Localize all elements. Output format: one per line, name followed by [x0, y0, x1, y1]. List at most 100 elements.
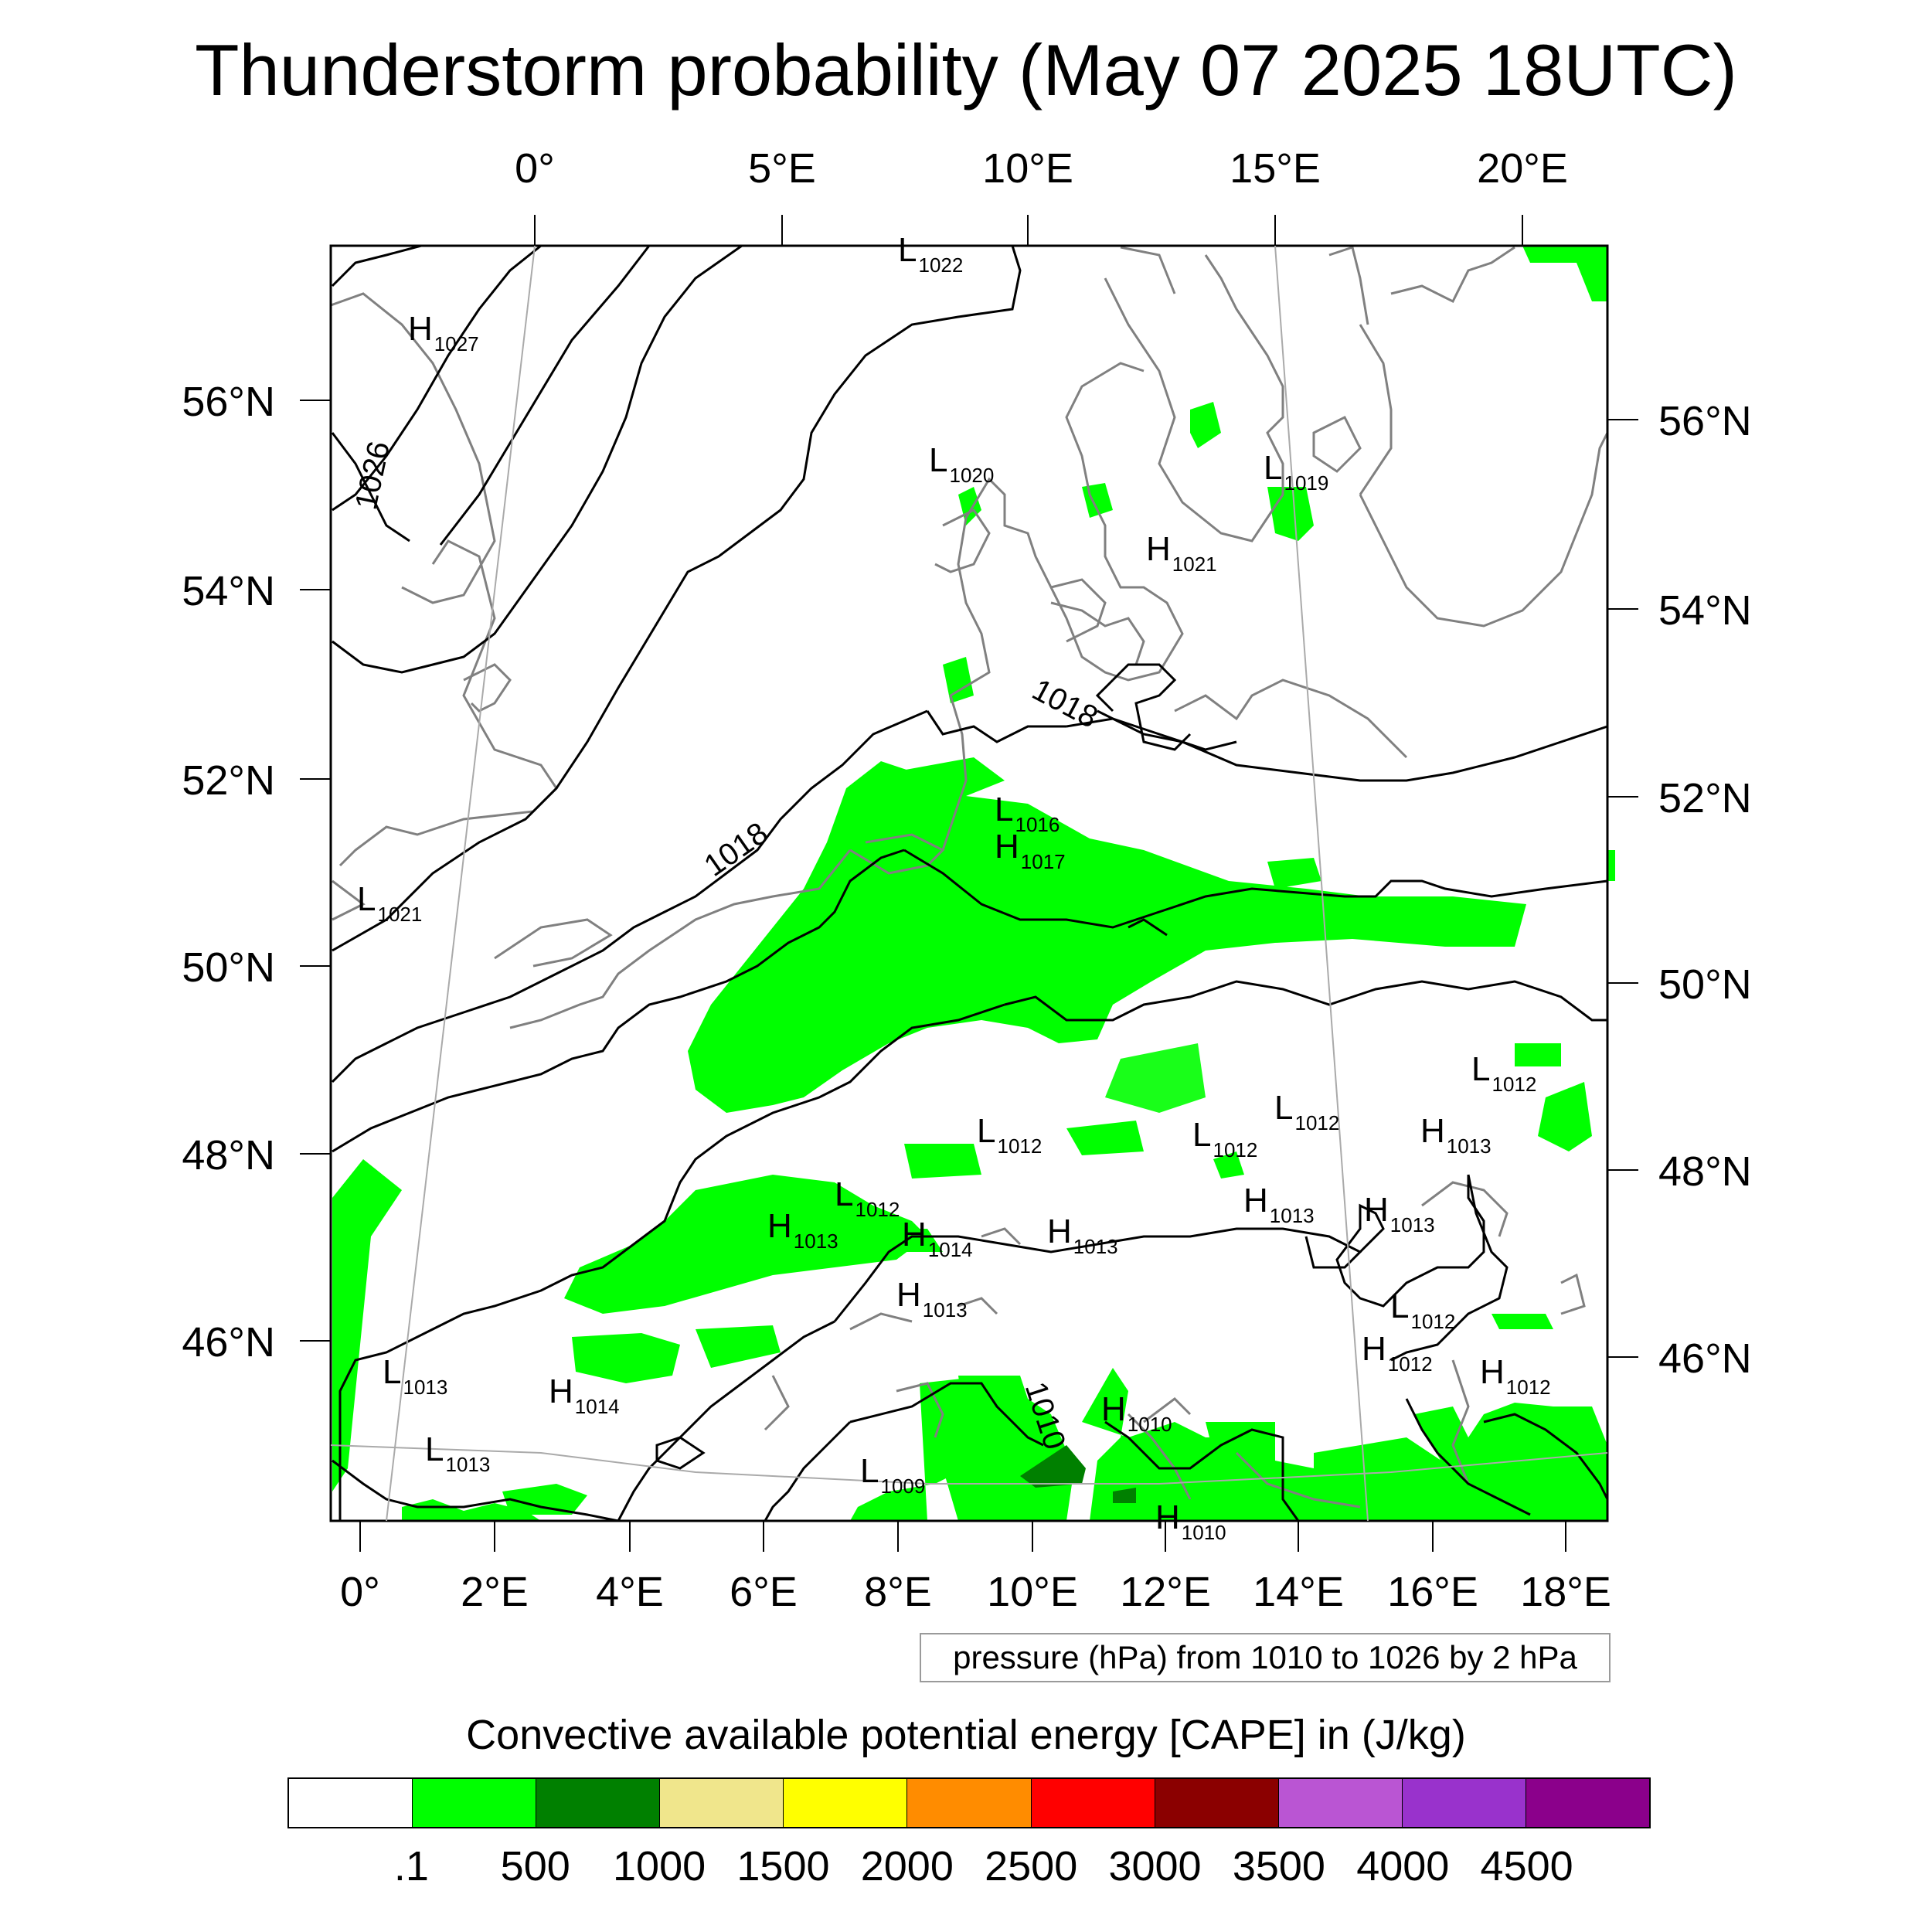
pressure-center-value: 1012: [1492, 1073, 1536, 1096]
colorbar-tick-label: 2500: [985, 1843, 1078, 1889]
pressure-center-type: L: [835, 1175, 853, 1213]
colorbar-segment: [1277, 1779, 1402, 1827]
pressure-center-type: H: [549, 1372, 573, 1410]
high-pressure-center: H1027: [408, 310, 479, 355]
pressure-center-type: H: [1047, 1213, 1072, 1250]
colorbar-tick-label: 4500: [1480, 1843, 1573, 1889]
high-pressure-center: H1014: [902, 1216, 973, 1261]
left-tick-label: 46°N: [182, 1319, 275, 1366]
colorbar: [287, 1777, 1651, 1828]
pressure-center-type: L: [977, 1112, 995, 1150]
colorbar-segment: [659, 1779, 784, 1827]
pressure-center-value: 1012: [1388, 1352, 1433, 1376]
high-pressure-center: H1014: [549, 1372, 620, 1418]
colorbar-segment: [783, 1779, 907, 1827]
high-pressure-center: H1013: [896, 1276, 968, 1321]
left-tick-label: 56°N: [182, 379, 275, 425]
high-pressure-center: H1017: [995, 828, 1066, 873]
bottom-tick-label: 0°: [340, 1569, 380, 1615]
tick-marks: [300, 215, 1638, 1552]
low-pressure-center: L1012: [977, 1112, 1042, 1158]
pressure-center-value: 1027: [434, 332, 479, 355]
pressure-center-value: 1019: [1284, 471, 1328, 495]
pressure-center-type: H: [408, 310, 433, 348]
right-tick-label: 52°N: [1658, 775, 1752, 821]
right-tick-label: 48°N: [1658, 1148, 1752, 1195]
cape-areas-strong: [1020, 1445, 1136, 1503]
low-pressure-center: L1012: [1274, 1089, 1339, 1134]
pressure-center-value: 1009: [880, 1475, 925, 1498]
pressure-center-type: H: [1101, 1390, 1126, 1428]
chart-title: Thunderstorm probability (May 07 2025 18…: [195, 29, 1737, 111]
high-pressure-center: H1013: [1364, 1191, 1435, 1236]
low-pressure-center: L1012: [1192, 1116, 1257, 1162]
high-pressure-center: H1010: [1155, 1498, 1226, 1544]
low-pressure-center: L1016: [995, 791, 1060, 836]
colorbar-labels: .1 500 1000 1500 2000 2500 3000 3500 4000 4500: [0, 1839, 1932, 1893]
high-pressure-center: H1013: [767, 1207, 838, 1253]
pressure-center-type: H: [902, 1216, 927, 1253]
pressure-center-type: H: [995, 828, 1019, 866]
bottom-axis: 0° 2°E 4°E 6°E 8°E 10°E 12°E 14°E 16°E 1…: [340, 1569, 1611, 1615]
pressure-center-type: L: [425, 1430, 444, 1468]
colorbar-tick-label: 500: [500, 1843, 570, 1889]
low-pressure-center: L1019: [1264, 449, 1328, 495]
pressure-center-value: 1013: [445, 1453, 490, 1476]
colorbar-tick-label: 2000: [860, 1843, 954, 1889]
colorbar-tick-label: 3500: [1232, 1843, 1325, 1889]
pressure-center-type: L: [357, 880, 376, 918]
high-pressure-center: H1010: [1101, 1390, 1172, 1436]
left-tick-label: 48°N: [182, 1132, 275, 1179]
low-pressure-center: L1012: [1390, 1287, 1455, 1333]
bottom-tick-label: 8°E: [864, 1569, 932, 1615]
pressure-center-type: L: [929, 441, 947, 479]
top-axis: 0° 5°E 10°E 15°E 20°E: [515, 145, 1568, 192]
colorbar-tick-label: .1: [393, 1843, 429, 1889]
pressure-center-value: 1020: [949, 464, 994, 487]
bottom-tick-label: 14°E: [1253, 1569, 1344, 1615]
pressure-center-type: L: [898, 231, 917, 269]
pressure-center-value: 1010: [1128, 1413, 1172, 1436]
colorbar-segment: [1030, 1779, 1155, 1827]
pressure-center-value: 1014: [575, 1395, 620, 1418]
top-tick-label: 5°E: [748, 145, 816, 192]
top-tick-label: 0°: [515, 145, 555, 192]
bottom-tick-label: 18°E: [1520, 1569, 1611, 1615]
isobars: [331, 244, 1609, 1522]
bottom-tick-label: 6°E: [730, 1569, 798, 1615]
left-tick-label: 50°N: [182, 944, 275, 991]
pressure-center-type: L: [1264, 449, 1282, 487]
pressure-center-value: 1012: [1410, 1310, 1455, 1333]
pressure-note: pressure (hPa) from 1010 to 1026 by 2 hP…: [920, 1633, 1611, 1682]
pressure-center-type: H: [1364, 1191, 1389, 1229]
right-axis: 56°N 54°N 52°N 50°N 48°N 46°N: [1658, 398, 1752, 1382]
low-pressure-center: L1012: [835, 1175, 900, 1221]
graticule: [330, 245, 1608, 1522]
bottom-tick-label: 16°E: [1387, 1569, 1478, 1615]
pressure-center-type: L: [995, 791, 1013, 828]
colorbar-segment: [412, 1779, 536, 1827]
left-tick-label: 54°N: [182, 568, 275, 614]
right-tick-label: 46°N: [1658, 1335, 1752, 1382]
right-tick-label: 56°N: [1658, 398, 1752, 444]
pressure-center-value: 1021: [1172, 553, 1217, 576]
bottom-tick-label: 12°E: [1120, 1569, 1211, 1615]
top-tick-label: 20°E: [1477, 145, 1568, 192]
top-tick-label: 10°E: [982, 145, 1073, 192]
coastlines: [330, 246, 1609, 1516]
pressure-center-value: 1016: [1015, 813, 1060, 836]
pressure-center-value: 1012: [997, 1134, 1042, 1158]
low-pressure-center: L1013: [383, 1353, 447, 1399]
bottom-tick-label: 10°E: [987, 1569, 1078, 1615]
high-pressure-center: H1012: [1362, 1330, 1433, 1376]
colorbar-segment: [906, 1779, 1031, 1827]
pressure-center-value: 1013: [794, 1230, 838, 1253]
pressure-center-type: L: [1471, 1050, 1490, 1088]
high-pressure-center: H1013: [1420, 1112, 1492, 1158]
pressure-center-value: 1013: [1447, 1134, 1492, 1158]
pressure-center-value: 1012: [1506, 1376, 1551, 1399]
pressure-center-type: H: [1420, 1112, 1445, 1150]
colorbar-tick-label: 1500: [736, 1843, 830, 1889]
colorbar-tick-label: 4000: [1356, 1843, 1450, 1889]
